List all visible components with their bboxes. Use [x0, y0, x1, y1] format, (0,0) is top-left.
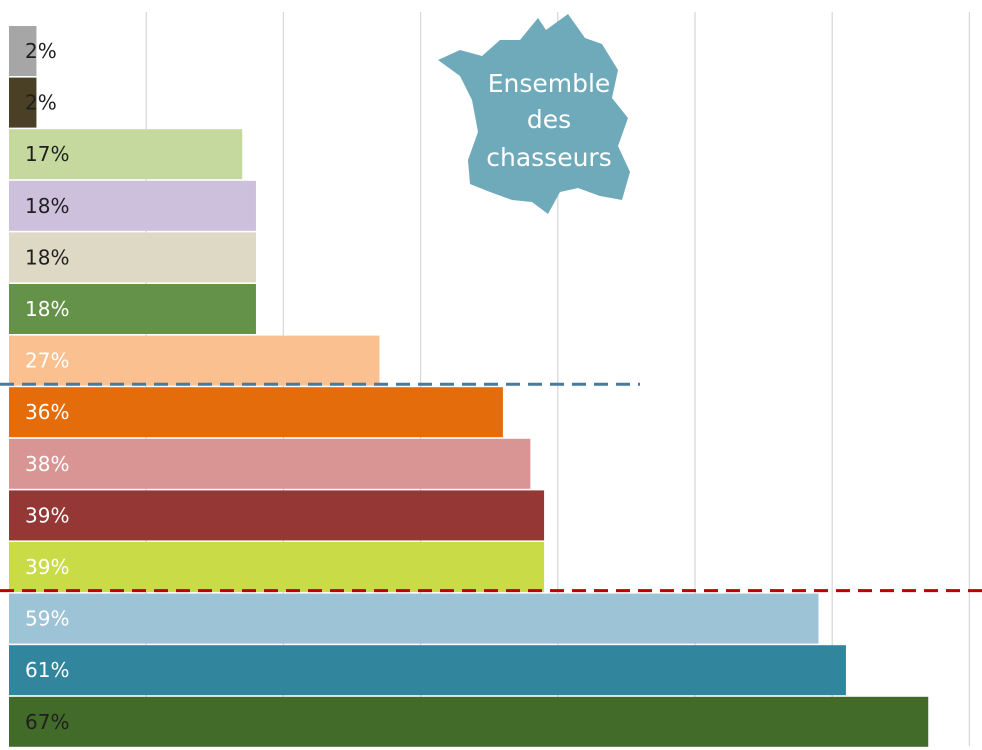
- bar: [9, 180, 256, 231]
- bar-label: 27%: [25, 349, 69, 373]
- data-labels: 2% 2% 17% 18% 18% 18% 27% 36% 38% 39% 39% 59% 61% 67%: [25, 39, 69, 734]
- bar: [9, 284, 256, 334]
- inset-line-1: Ensemble: [488, 69, 611, 98]
- bar: [9, 593, 819, 644]
- inset-line-2: des: [527, 105, 571, 134]
- bar-label: 18%: [25, 194, 69, 218]
- bar-label: 67%: [25, 710, 69, 734]
- bar-label: 36%: [25, 400, 69, 424]
- bar: [9, 542, 545, 592]
- france-inset: Ensemble des chasseurs: [438, 14, 630, 214]
- bar: [9, 335, 380, 386]
- bar-label: 61%: [25, 658, 69, 682]
- bar: [9, 77, 37, 128]
- bar: [9, 490, 545, 541]
- bars: [9, 26, 929, 747]
- bar-label: 18%: [25, 245, 69, 269]
- bar-label: 38%: [25, 452, 69, 476]
- bar: [9, 129, 243, 180]
- bar-label: 2%: [25, 91, 57, 115]
- bar: [9, 438, 531, 489]
- bar: [9, 232, 256, 283]
- france-map-icon: [438, 14, 630, 214]
- inset-line-3: chasseurs: [486, 143, 612, 172]
- bar: [9, 645, 846, 696]
- bar: [9, 26, 37, 76]
- bar-label: 17%: [25, 142, 69, 166]
- bar-label: 59%: [25, 607, 69, 631]
- bar: [9, 387, 503, 438]
- reference-lines: [0, 382, 982, 593]
- bar: [9, 696, 929, 747]
- bar-label: 39%: [25, 503, 69, 527]
- bar-label: 2%: [25, 39, 57, 63]
- bar-label: 39%: [25, 555, 69, 579]
- bar-label: 18%: [25, 297, 69, 321]
